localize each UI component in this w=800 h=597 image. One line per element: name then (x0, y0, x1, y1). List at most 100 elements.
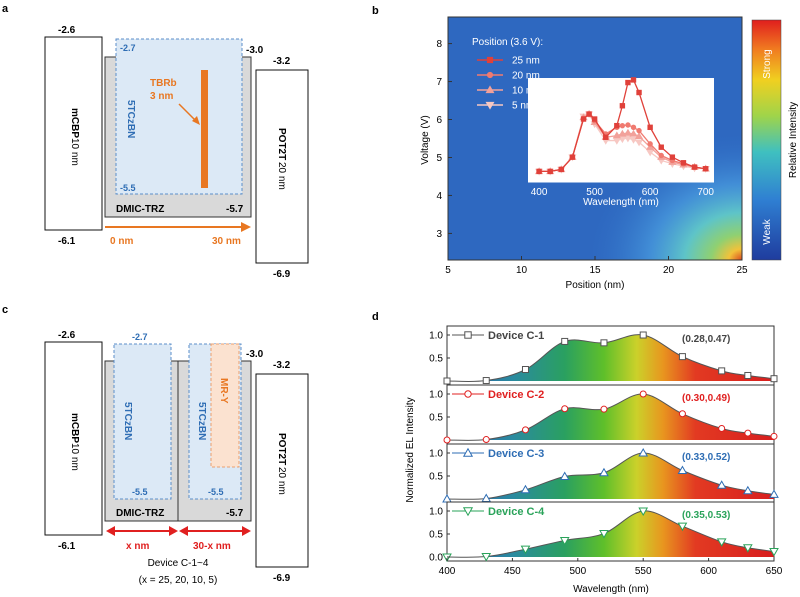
panel-label-c: c (2, 304, 8, 316)
inset-data-point (580, 116, 587, 122)
spectrum-data-point (744, 371, 752, 379)
x-span-label: x nm (126, 541, 149, 552)
spectrum-data-point (770, 432, 778, 440)
spectrum-data-point (482, 377, 490, 385)
spectrum-data-point (559, 536, 570, 546)
legend-marker (464, 331, 472, 339)
legend-label: 10 nm (512, 86, 540, 97)
spectrum-data-point (599, 530, 609, 539)
pot2t-bottom-level: -6.9 (273, 269, 291, 280)
y-tick-label: 1.0 (429, 331, 443, 342)
inset-data-point (623, 135, 633, 143)
device-label: Device C-1 (488, 330, 544, 342)
spectrum-data-point (520, 484, 531, 494)
spectrum-data-point (443, 377, 451, 385)
inset-data-point (603, 134, 609, 140)
mcbp-layer (44, 36, 103, 231)
spectrum-data-point (443, 436, 451, 444)
mry-name: MR-Y (218, 378, 229, 404)
inset-legend-title: Position (3.6 V): (472, 37, 543, 48)
arrow-end-label: 30 nm (212, 236, 241, 247)
spectra-ylabel: Normalized EL Intensity (405, 397, 416, 502)
sensitizer-name: 5TCzBN (125, 100, 136, 138)
spectrum-line (446, 510, 775, 558)
mcbp-layer (44, 341, 103, 536)
spectrum-data-point (481, 553, 492, 562)
host-bottom-level: -5.7 (226, 204, 244, 215)
spectra-xlabel: Wavelength (nm) (573, 584, 649, 595)
inset-data-point (630, 77, 637, 83)
spectrum-data-point (521, 426, 529, 434)
inset-data-point (634, 132, 644, 139)
sensitizer-bottom-level: -5.5 (120, 183, 136, 193)
panel-a: a -2.6 -6.1 mCBP 10 nm -2.7 -5.5 5TCzBN … (2, 3, 309, 280)
device-caption-values: (x = 25, 20, 10, 5) (139, 575, 218, 586)
legend-marker (462, 507, 474, 517)
host-name: DMIC-TRZ (116, 204, 164, 215)
rest-span-label: 30-x nm (193, 541, 231, 552)
heatmap-xlabel: Position (nm) (566, 280, 625, 291)
rest-span-arrow-left (179, 526, 188, 536)
spectra-chart: 0.5 1.0 Device C-1 (0.28,0.47) 0.5 1.0 Device … (429, 325, 783, 577)
heatmap-ylabel: Voltage (V) (420, 115, 431, 164)
inset-data-point (547, 168, 553, 175)
pot2t-top-level: -3.2 (273, 56, 291, 67)
inset-data-point (629, 129, 638, 137)
colorbar (751, 19, 782, 261)
spectrum-data-point (742, 485, 753, 495)
sensitizer-top-level: -2.7 (120, 43, 136, 53)
host-name: DMIC-TRZ (116, 508, 164, 519)
spectrum-data-point (742, 544, 753, 553)
x-tick-label: 10 (516, 265, 528, 276)
panel-label-a: a (2, 3, 9, 15)
legend-label: 5 nm (512, 101, 534, 112)
position-arrow-head (241, 222, 251, 232)
host-bottom-level: -5.7 (226, 508, 244, 519)
inset-data-point (591, 116, 598, 122)
inset-data-point (586, 111, 592, 117)
spectrum-data-point (769, 489, 779, 498)
spectrum-data-point (600, 339, 608, 347)
inset-data-point (558, 166, 565, 173)
y-tick-label: 1.0 (429, 507, 443, 518)
inset-data-point (623, 128, 633, 136)
mcbp-bottom-level: -6.1 (58, 541, 76, 552)
pot2t-thickness: 20 nm (276, 162, 287, 190)
sensitizer-bottom-level: -5.5 (132, 487, 148, 497)
cie-label: (0.28,0.47) (682, 334, 730, 345)
inset-data-point (658, 144, 664, 150)
spectrum-area (447, 510, 774, 558)
inset-x-tick-label: 700 (697, 187, 714, 198)
inset-data-point (636, 89, 642, 96)
mcbp-top-level: -2.6 (58, 25, 76, 36)
spectrum-line (446, 393, 775, 441)
spectrum-data-point (521, 366, 529, 373)
inset-data-point (647, 141, 653, 147)
panel-label-b: b (372, 5, 379, 17)
colorbar-label: Relative Intensity (788, 102, 799, 178)
inset-data-point (629, 136, 638, 144)
sensitizer-region-1 (113, 343, 172, 500)
device-label: Device C-2 (488, 389, 544, 401)
spectrum-area (447, 452, 774, 500)
panel-c: c -2.6 -6.1 mCBP 10 nm -2.7 -5.5 5TCzBN … (2, 304, 309, 586)
spectrum-data-point (599, 467, 609, 477)
inset-data-point (702, 166, 709, 172)
spectrum-data-point (639, 390, 647, 398)
tbrb-name: TBRb (150, 78, 177, 89)
device-caption: Device C-1~4 (148, 558, 209, 569)
pot2t-layer (255, 373, 309, 568)
inset-data-point (658, 152, 664, 159)
arrow-start-label: 0 nm (110, 236, 133, 247)
spectrum-data-point (559, 471, 570, 480)
tbrb-layer (201, 70, 208, 188)
spectrum-data-point (744, 429, 752, 437)
inset-data-point (612, 137, 621, 145)
spectrum-data-point (770, 375, 778, 383)
tbrb-pointer-head (192, 116, 200, 125)
sensitizer-top-level: -2.7 (132, 332, 148, 342)
spectrum-data-point (677, 465, 688, 474)
cie-label: (0.33,0.52) (682, 452, 730, 463)
colorbar-high-label: Strong (762, 49, 773, 78)
